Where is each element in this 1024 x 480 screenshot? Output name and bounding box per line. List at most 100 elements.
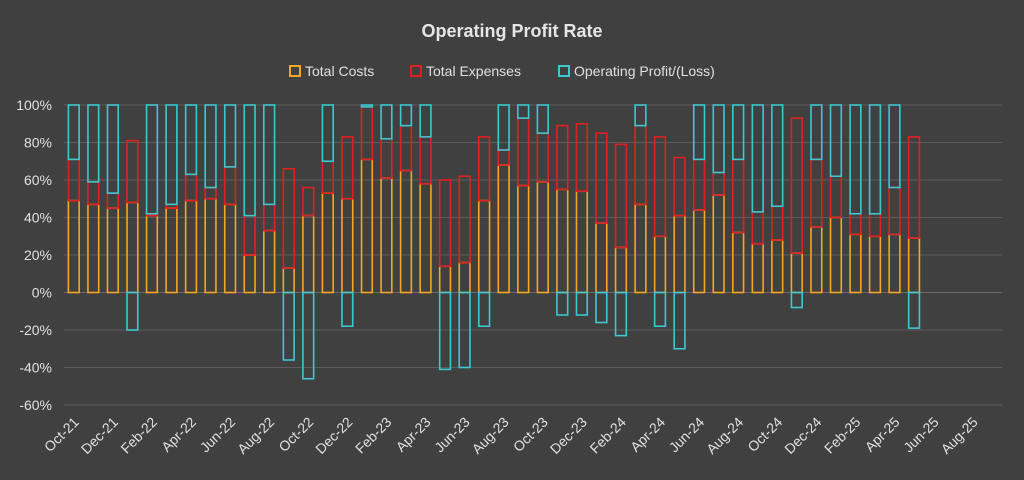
- bar-group-aug-22: [263, 104, 276, 294]
- bar-total-expenses-sep-22: [282, 167, 295, 269]
- bar-group-may-25: [907, 136, 921, 329]
- bar-total-costs-jan-23: [360, 158, 374, 294]
- bar-total-expenses-may-22: [204, 186, 217, 200]
- y-tick-label: -40%: [19, 360, 52, 376]
- x-tick-label-apr-22: Apr-22: [158, 414, 199, 455]
- bar-group-may-22: [204, 104, 217, 294]
- x-tick-label-oct-23: Oct-23: [510, 414, 551, 455]
- bar-total-expenses-apr-25: [888, 186, 901, 236]
- bar-group-oct-24: [771, 104, 784, 294]
- bar-total-expenses-jul-22: [243, 214, 256, 256]
- bar-operating-profit-dec-22: [341, 291, 354, 328]
- bar-operating-profit-mar-23: [399, 104, 413, 127]
- legend-label-operating-profit: Operating Profit/(Loss): [574, 63, 715, 79]
- x-tick-label-aug-22: Aug-22: [234, 414, 277, 457]
- bar-operating-profit-oct-21: [67, 104, 80, 161]
- bar-group-feb-22: [145, 104, 159, 294]
- bar-operating-profit-jan-25: [829, 104, 843, 178]
- x-tick-label-oct-22: Oct-22: [275, 414, 316, 455]
- bar-total-costs-dec-23: [575, 190, 589, 294]
- bar-total-costs-nov-23: [556, 188, 569, 294]
- x-tick-label-jun-22: Jun-22: [197, 414, 239, 456]
- bar-operating-profit-jul-22: [243, 104, 256, 217]
- bar-total-costs-feb-24: [614, 246, 628, 294]
- bar-operating-profit-may-25: [907, 291, 921, 329]
- bar-total-costs-dec-22: [341, 197, 354, 294]
- bar-total-expenses-mar-24: [634, 124, 647, 206]
- bar-total-costs-oct-23: [536, 181, 549, 294]
- bar-group-jul-23: [477, 136, 491, 328]
- bar-group-apr-23: [419, 104, 432, 294]
- legend-item-total-expenses: Total Expenses: [410, 63, 521, 79]
- bar-group-jan-23: [360, 104, 374, 294]
- bar-total-costs-dec-21: [106, 207, 120, 294]
- x-tick-label-oct-21: Oct-21: [41, 414, 82, 455]
- bar-group-dec-22: [341, 136, 354, 328]
- bar-total-costs-sep-24: [751, 242, 764, 294]
- bar-operating-profit-oct-22: [302, 291, 315, 380]
- bar-operating-profit-sep-23: [517, 104, 530, 119]
- bar-total-expenses-feb-25: [849, 212, 862, 236]
- bar-operating-profit-aug-23: [497, 104, 510, 151]
- bar-operating-profit-jan-22: [126, 291, 139, 331]
- bar-total-costs-mar-22: [165, 207, 178, 294]
- bar-total-costs-aug-22: [263, 229, 276, 294]
- bar-total-expenses-apr-23: [419, 136, 432, 185]
- bar-total-costs-jul-24: [712, 194, 725, 294]
- x-tick-label-aug-23: Aug-23: [469, 414, 512, 457]
- bar-operating-profit-may-24: [673, 291, 686, 350]
- bar-group-jun-24: [692, 104, 706, 294]
- bar-total-costs-nov-24: [790, 252, 803, 294]
- bar-total-expenses-sep-23: [517, 117, 530, 187]
- bar-total-costs-mar-25: [868, 235, 882, 294]
- bar-operating-profit-feb-23: [380, 104, 393, 140]
- legend-label-total-expenses: Total Expenses: [426, 63, 521, 79]
- bar-operating-profit-feb-24: [614, 291, 628, 337]
- y-tick-label: 40%: [24, 210, 52, 226]
- x-axis: Oct-21Dec-21Feb-22Apr-22Jun-22Aug-22Oct-…: [41, 414, 981, 457]
- bar-operating-profit-sep-24: [751, 104, 764, 213]
- bar-operating-profit-jan-23: [360, 104, 374, 108]
- bar-total-expenses-jul-24: [712, 171, 725, 196]
- bar-total-expenses-jan-22: [126, 139, 139, 204]
- bar-total-expenses-apr-22: [184, 173, 198, 202]
- bar-group-mar-22: [165, 104, 178, 294]
- x-tick-label-apr-24: Apr-24: [627, 414, 668, 455]
- bar-total-costs-feb-22: [145, 214, 159, 294]
- bar-total-costs-sep-22: [282, 267, 295, 294]
- bar-operating-profit-nov-24: [790, 291, 803, 309]
- x-tick-label-jun-23: Jun-23: [431, 414, 473, 456]
- bar-operating-profit-may-22: [204, 104, 217, 189]
- chart-title: Operating Profit Rate: [421, 21, 602, 41]
- bar-group-jun-22: [223, 104, 237, 294]
- bar-total-expenses-may-23: [438, 179, 452, 268]
- bar-total-expenses-feb-23: [380, 137, 393, 179]
- bar-total-costs-jun-23: [458, 261, 471, 294]
- bar-total-costs-apr-22: [184, 199, 198, 294]
- bar-group-apr-25: [888, 104, 901, 294]
- x-tick-label-oct-24: Oct-24: [744, 414, 785, 455]
- bar-group-jan-24: [595, 132, 608, 324]
- bar-total-expenses-jan-23: [360, 106, 374, 161]
- bar-total-expenses-aug-24: [732, 158, 745, 234]
- bar-total-costs-jan-22: [126, 201, 139, 294]
- bar-total-costs-dec-24: [810, 226, 823, 294]
- bar-group-apr-22: [184, 104, 198, 294]
- bar-total-expenses-dec-22: [341, 136, 354, 200]
- x-tick-label-jun-24: Jun-24: [666, 414, 708, 456]
- bar-operating-profit-jan-24: [595, 291, 608, 324]
- bar-operating-profit-oct-23: [536, 104, 549, 134]
- bar-total-expenses-nov-23: [556, 124, 569, 191]
- bar-total-expenses-nov-24: [790, 117, 803, 254]
- bar-operating-profit-jun-22: [223, 104, 237, 168]
- bar-group-aug-23: [497, 104, 510, 294]
- bar-operating-profit-apr-22: [184, 104, 198, 176]
- bar-operating-profit-feb-25: [849, 104, 862, 215]
- bar-total-costs-oct-21: [67, 199, 80, 294]
- bar-total-expenses-feb-24: [614, 143, 628, 249]
- bar-total-expenses-oct-22: [302, 186, 315, 217]
- x-tick-label-feb-23: Feb-23: [352, 414, 395, 457]
- bar-total-costs-may-24: [673, 214, 686, 294]
- y-tick-label: -60%: [19, 397, 52, 413]
